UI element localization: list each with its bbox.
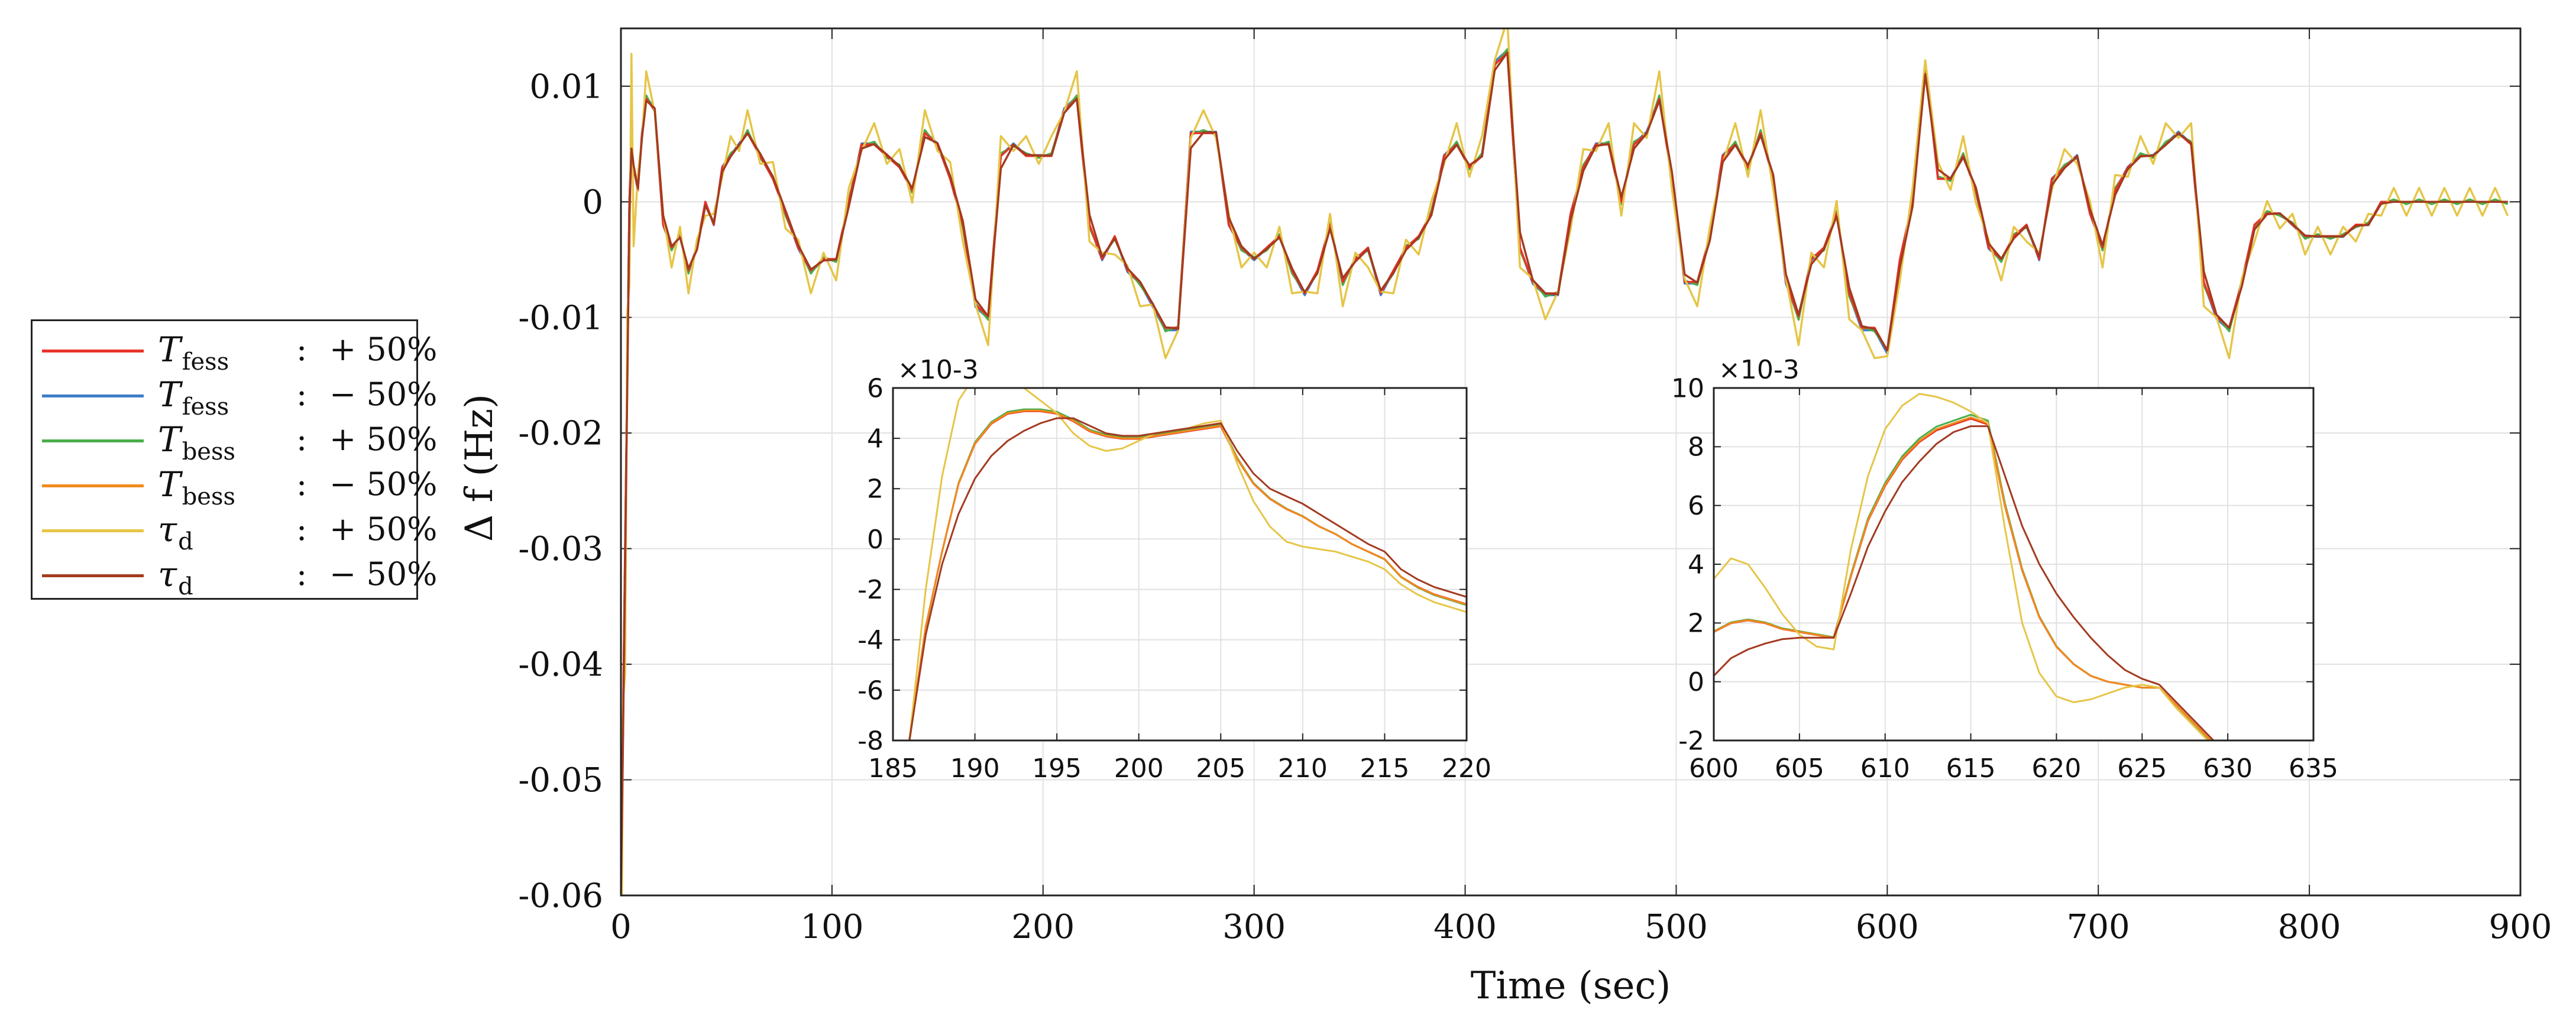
inset2-axes: 600 605 610 615 620 625 630 635 10 8 6 4 2 0 -2 [1671, 373, 2338, 784]
y-tick-label: -0.05 [518, 761, 603, 800]
legend-swatch [42, 484, 144, 487]
legend-swatch [42, 529, 144, 532]
legend-colon: : [296, 421, 308, 458]
legend-swatch [42, 574, 144, 577]
legend-colon: : [296, 331, 308, 368]
x-tick-label: 0 [610, 908, 632, 946]
legend-item: Tbess : − 50% [33, 462, 437, 510]
x-tick-label: 400 [1433, 908, 1497, 946]
legend-symbol: τd [158, 509, 193, 555]
y-tick-label: 6 [1688, 491, 1704, 521]
y-tick-label: -0.03 [518, 530, 603, 568]
legend-colon: : [296, 510, 308, 548]
legend-value: + 50% [329, 510, 438, 548]
x-tick-label: 620 [2031, 753, 2081, 784]
x-tick-label: 800 [2278, 908, 2341, 946]
y-tick-label: -8 [857, 726, 884, 756]
x-tick-label: 200 [1114, 753, 1164, 784]
legend-symbol: Tbess [158, 419, 236, 465]
y-tick-label: 0 [1688, 667, 1704, 697]
inset1-axes: 185 190 195 200 205 210 215 220 6 4 2 0 -2 -4 -6 -8 [857, 373, 1491, 784]
x-tick-label: 500 [1645, 908, 1708, 946]
y-tick-label: 2 [867, 474, 884, 504]
inset2-series-line [1714, 416, 2212, 740]
inset2-exponent-label: ×10-3 [1719, 355, 1800, 385]
y-tick-label: 0 [582, 183, 603, 222]
legend-swatch [42, 394, 144, 397]
inset1-frame [892, 387, 1468, 742]
inset2-series-line [1714, 393, 2209, 740]
x-tick-label: 185 [868, 753, 918, 784]
legend-value: + 50% [329, 331, 438, 368]
legend-colon: : [296, 376, 308, 413]
y-tick-label: -4 [857, 625, 884, 655]
main-plot-frame [620, 27, 2522, 897]
x-tick-label: 635 [2289, 753, 2338, 784]
x-tick-label: 195 [1032, 753, 1082, 784]
legend-swatch [42, 439, 144, 442]
y-tick-label: 10 [1671, 373, 1704, 403]
x-tick-label: 190 [950, 753, 1000, 784]
x-tick-label: 215 [1360, 753, 1409, 784]
x-tick-label: 610 [1860, 753, 1910, 784]
y-tick-label: -0.01 [518, 299, 603, 337]
y-tick-label: 0.01 [529, 67, 603, 106]
legend-value: − 50% [329, 555, 438, 593]
y-tick-label: -6 [857, 675, 884, 706]
y-tick-label: 6 [867, 373, 884, 403]
legend-item: τd : − 50% [33, 552, 437, 600]
y-tick-label: -2 [1678, 726, 1704, 756]
x-tick-label: 300 [1222, 908, 1286, 946]
legend-value: − 50% [329, 465, 438, 503]
x-tick-label: 700 [2067, 908, 2130, 946]
legend-value: − 50% [329, 376, 438, 413]
x-tick-label: 605 [1775, 753, 1824, 784]
series-line-6 [621, 51, 2508, 895]
y-tick-label: 4 [1688, 549, 1704, 580]
x-tick-label: 615 [1946, 753, 1996, 784]
inset2-frame [1713, 387, 2315, 742]
x-tick-label: 100 [800, 908, 863, 946]
y-tick-label: -0.02 [518, 415, 603, 453]
legend-symbol: Tbess [158, 464, 236, 510]
inset1-series-line [908, 417, 1467, 740]
x-tick-label: 200 [1011, 908, 1075, 946]
y-tick-label: 4 [867, 424, 884, 454]
y-tick-label: 8 [1688, 432, 1704, 463]
legend: Tfess : + 50% Tfess : − 50% Tbess : + 50… [31, 319, 437, 600]
legend-value: + 50% [329, 421, 438, 458]
legend-colon: : [296, 555, 308, 593]
legend-symbol: Tfess [158, 329, 229, 376]
y-tick-label: 0 [867, 525, 884, 555]
legend-item: Tbess : + 50% [33, 417, 437, 465]
inset1-plot-background [893, 388, 1467, 740]
legend-symbol: Tfess [158, 374, 229, 421]
x-tick-label: 210 [1278, 753, 1328, 784]
x-axis-label: Time (sec) [1471, 964, 1671, 1008]
series-line-5 [621, 28, 2509, 895]
legend-item: Tfess : − 50% [33, 372, 437, 421]
inset1-series-line [908, 409, 1467, 740]
x-tick-label: 630 [2203, 753, 2253, 784]
y-tick-label: 2 [1688, 609, 1704, 639]
legend-swatch [42, 350, 144, 352]
x-tick-label: 600 [1689, 753, 1739, 784]
x-tick-label: 900 [2489, 908, 2552, 946]
x-tick-label: 600 [1856, 908, 1919, 946]
y-tick-label: -0.04 [518, 646, 603, 684]
legend-item: Tfess : + 50% [33, 327, 437, 376]
x-tick-label: 220 [1442, 753, 1491, 784]
inset1-exponent-label: ×10-3 [898, 355, 979, 385]
legend-symbol: τd [158, 554, 193, 600]
y-tick-label: -2 [857, 575, 884, 605]
x-tick-label: 205 [1196, 753, 1245, 784]
legend-item: τd : + 50% [33, 507, 437, 555]
x-tick-label: 625 [2117, 753, 2167, 784]
y-tick-label: -0.06 [518, 877, 603, 916]
legend-colon: : [296, 465, 308, 503]
inset2-series-line [1714, 425, 2215, 740]
y-axis-label: Δ f (Hz) [458, 394, 501, 542]
